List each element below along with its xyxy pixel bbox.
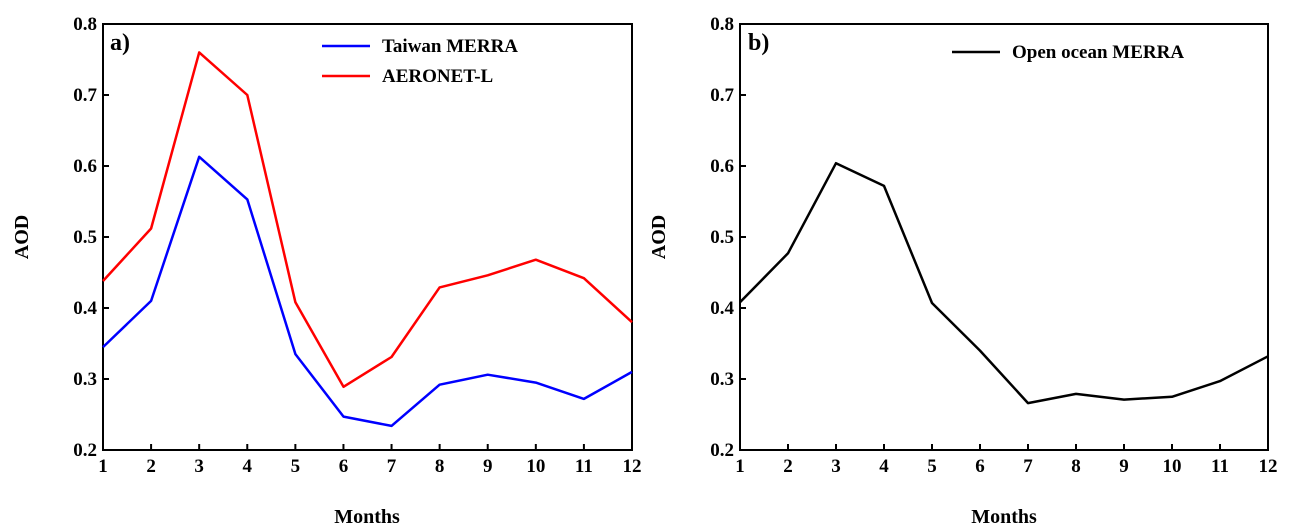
legend-label-open-ocean-merra: Open ocean MERRA — [1012, 42, 1184, 63]
y-tick-label: 0.3 — [710, 369, 734, 390]
y-tick-label: 0.4 — [73, 298, 97, 319]
x-tick-label: 12 — [623, 456, 642, 477]
x-tick-label: 10 — [526, 456, 545, 477]
x-tick-label: 9 — [1119, 456, 1129, 477]
x-tick-label: 3 — [194, 456, 204, 477]
x-tick-label: 8 — [1071, 456, 1081, 477]
series-line-open-ocean-merra — [739, 161, 1269, 405]
y-axis-title: AOD — [648, 215, 670, 259]
y-tick-label: 0.5 — [73, 227, 97, 248]
x-tick-label: 5 — [291, 456, 301, 477]
y-tick-label: 0.7 — [710, 85, 734, 106]
series-line-aeronet-l — [102, 51, 633, 389]
x-axis-title: Months — [971, 506, 1037, 527]
y-tick-label: 0.6 — [73, 156, 97, 177]
x-tick-label: 8 — [435, 456, 445, 477]
y-tick-label: 0.7 — [73, 85, 97, 106]
x-tick-label: 2 — [783, 456, 793, 477]
x-tick-label: 7 — [387, 456, 397, 477]
x-tick-label: 1 — [98, 456, 108, 477]
plot-frame — [739, 23, 1269, 451]
x-tick-label: 1 — [735, 456, 745, 477]
legend-label-taiwan-merra: Taiwan MERRA — [382, 36, 518, 57]
y-tick-label: 0.8 — [710, 14, 734, 35]
x-tick-label: 9 — [483, 456, 493, 477]
x-tick-label: 12 — [1259, 456, 1278, 477]
x-tick-label: 6 — [339, 456, 349, 477]
x-tick-label: 11 — [1211, 456, 1229, 477]
x-tick-label: 3 — [831, 456, 841, 477]
y-tick-label: 0.4 — [710, 298, 734, 319]
y-tick-label: 0.8 — [73, 14, 97, 35]
panel-label: a) — [110, 30, 130, 56]
legend-label-aeronet-l: AERONET-L — [382, 66, 493, 87]
y-tick-label: 0.3 — [73, 369, 97, 390]
panel-a: 0.20.30.40.50.60.70.81 2 3 4 5 6 7 8 9 10 11 12Mont… — [11, 14, 642, 528]
y-tick-label: 0.2 — [710, 440, 734, 461]
series-line-taiwan-merra — [102, 155, 633, 428]
x-tick-label: 4 — [879, 456, 889, 477]
y-tick-label: 0.2 — [73, 440, 97, 461]
panel-label: b) — [748, 30, 769, 56]
y-tick-label: 0.5 — [710, 227, 734, 248]
x-tick-label: 10 — [1163, 456, 1182, 477]
x-tick-label: 6 — [975, 456, 985, 477]
x-tick-label: 5 — [927, 456, 937, 477]
x-tick-label: 7 — [1023, 456, 1033, 477]
y-tick-label: 0.6 — [710, 156, 734, 177]
plot-frame — [102, 23, 633, 451]
panel-b: 0.20.30.40.50.60.70.81 2 3 4 5 6 7 8 9 10 11 12Mont… — [648, 14, 1278, 528]
y-axis-title: AOD — [11, 215, 33, 259]
x-tick-label: 2 — [146, 456, 156, 477]
x-tick-label: 4 — [243, 456, 253, 477]
x-tick-label: 11 — [575, 456, 593, 477]
x-axis-title: Months — [334, 506, 400, 527]
